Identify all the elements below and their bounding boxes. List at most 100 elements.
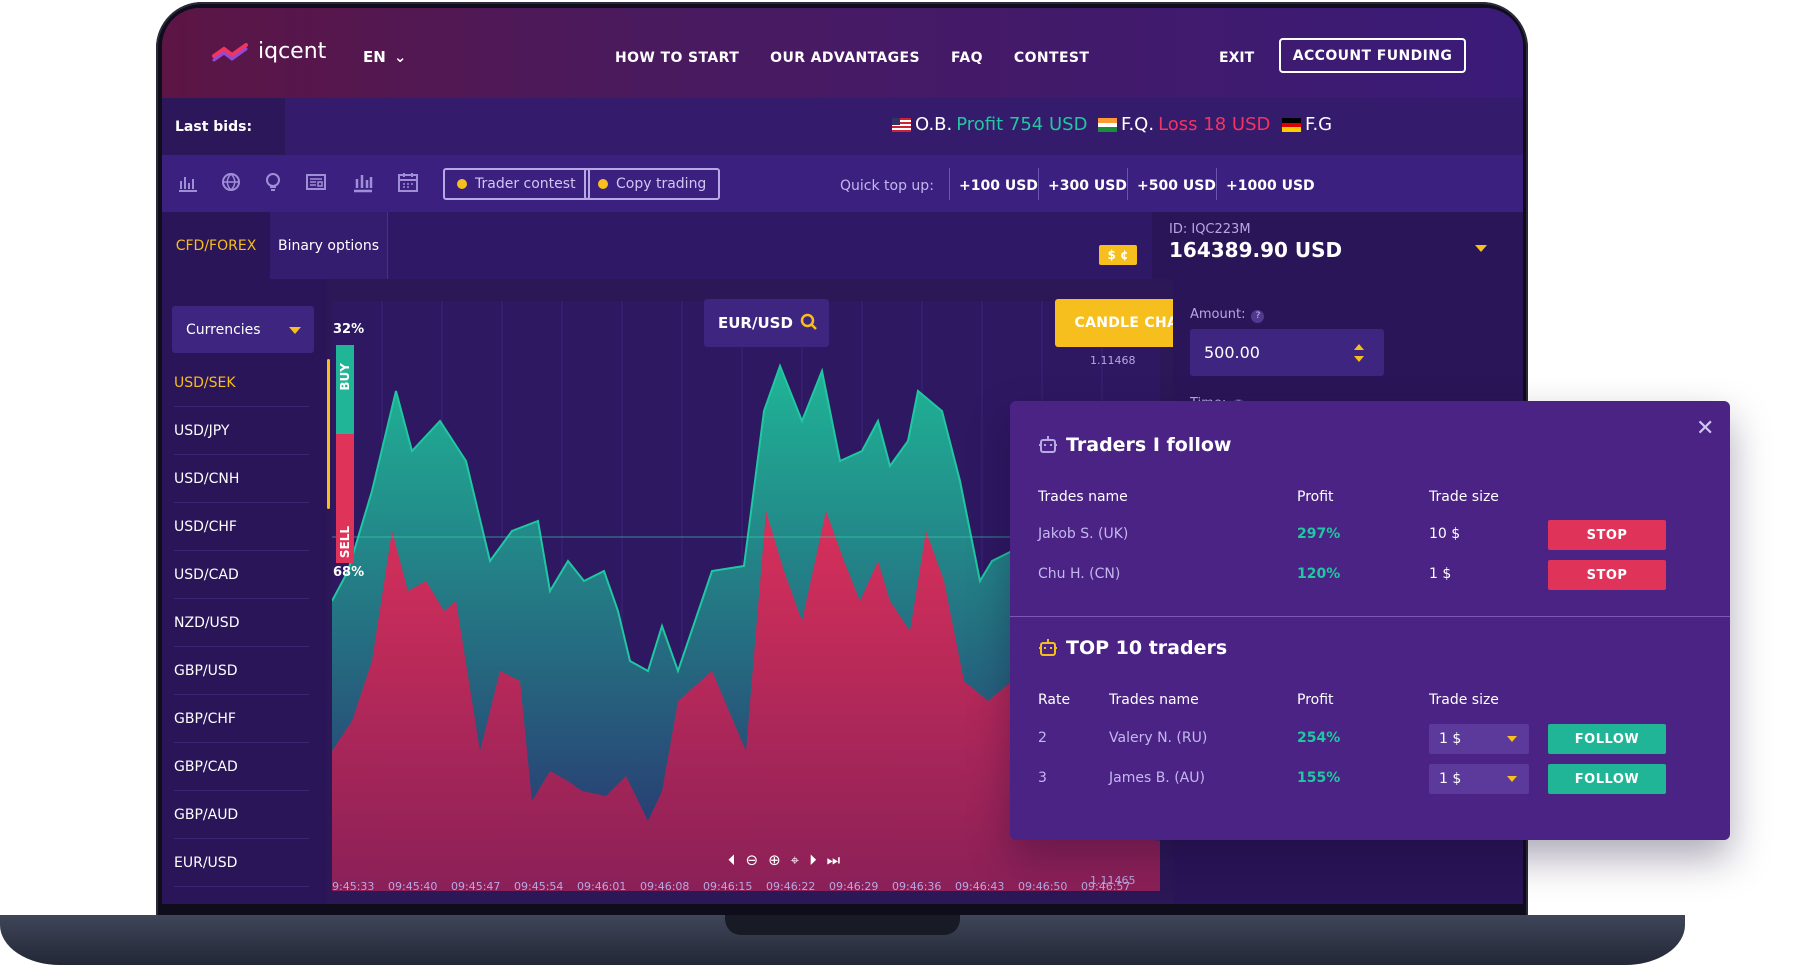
menu-how-to-start[interactable]: HOW TO START xyxy=(615,50,740,66)
stop-button[interactable]: STOP xyxy=(1548,560,1666,590)
account-box[interactable]: ID: IQC223M 164389.90 USD xyxy=(1152,212,1523,279)
bid-result: Loss 18 USD xyxy=(1158,114,1271,135)
pair-search[interactable]: EUR/USD xyxy=(704,299,829,347)
quick-top-up-100[interactable]: +100 USD xyxy=(959,178,1038,194)
trader-name: Chu H. (CN) xyxy=(1038,566,1121,582)
quick-top-up-300[interactable]: +300 USD xyxy=(1048,178,1127,194)
trader-rate: 3 xyxy=(1038,770,1047,786)
time-tick: 09:45:54 xyxy=(514,880,564,893)
pair-item[interactable]: USD/CNH xyxy=(174,455,309,503)
robot-icon xyxy=(1039,436,1057,453)
separator xyxy=(1038,168,1039,200)
search-icon[interactable] xyxy=(800,313,818,331)
zoom-in-icon[interactable]: ⊕ xyxy=(768,851,781,869)
exit-link[interactable]: EXIT xyxy=(1219,50,1255,66)
separator xyxy=(1216,168,1217,200)
time-tick: 09:46:36 xyxy=(892,880,942,893)
tab-binary-options[interactable]: Binary options xyxy=(270,212,388,279)
pair-item[interactable]: EUR/USD xyxy=(174,839,309,887)
pair-item[interactable]: USD/SEK xyxy=(174,359,309,407)
amount-stepper-icon[interactable] xyxy=(1352,341,1366,365)
main-menu: HOW TO START OUR ADVANTAGES FAQ CONTEST xyxy=(615,50,1089,66)
lightbulb-icon[interactable] xyxy=(262,171,284,193)
col-rate: Rate xyxy=(1038,692,1071,708)
trader-name: James B. (AU) xyxy=(1109,770,1205,786)
account-funding-button[interactable]: ACCOUNT FUNDING xyxy=(1279,38,1466,73)
bar-chart-icon[interactable] xyxy=(177,171,199,193)
trade-size-value: 1 $ xyxy=(1439,731,1462,747)
pair-item[interactable]: GBP/AUD xyxy=(174,791,309,839)
pair-item[interactable]: GBP/USD xyxy=(174,647,309,695)
copy-trading-button[interactable]: Copy trading xyxy=(584,168,721,200)
separator xyxy=(1127,168,1128,200)
tab-cfd-forex[interactable]: CFD/FOREX xyxy=(162,212,270,279)
copy-trading-popup: ✕ Traders I follow Trades name Profit Tr… xyxy=(1010,401,1730,840)
pair-item[interactable]: USD/CHF xyxy=(174,503,309,551)
time-tick: 9:45:33 xyxy=(332,880,375,893)
follow-button[interactable]: FOLLOW xyxy=(1548,724,1666,754)
caret-down-icon xyxy=(289,327,301,334)
col-profit: Profit xyxy=(1297,692,1334,708)
center-icon[interactable]: ⌖ xyxy=(790,851,800,869)
list-scrollbar[interactable] xyxy=(327,359,330,509)
news-icon[interactable] xyxy=(305,171,327,193)
caret-down-icon xyxy=(1475,245,1487,252)
menu-faq[interactable]: FAQ xyxy=(951,50,983,66)
time-tick: 09:46:15 xyxy=(703,880,753,893)
currencies-label: Currencies xyxy=(186,321,261,338)
sell-label: SELL xyxy=(338,526,352,559)
menu-our-advantages[interactable]: OUR ADVANTAGES xyxy=(770,50,921,66)
sell-area xyxy=(332,511,1160,891)
stop-button[interactable]: STOP xyxy=(1548,520,1666,550)
toolbar: Trader contest Copy trading Quick top up… xyxy=(162,155,1523,212)
trader-name: Valery N. (RU) xyxy=(1109,730,1208,746)
close-icon[interactable]: ✕ xyxy=(1696,416,1715,441)
bid-result: Profit 754 USD xyxy=(956,114,1088,135)
quick-top-up-500[interactable]: +500 USD xyxy=(1137,178,1216,194)
step-back-icon[interactable]: ⏴ xyxy=(728,851,736,869)
buy-bar[interactable]: BUY xyxy=(336,345,354,434)
sell-bar[interactable]: SELL xyxy=(336,434,354,563)
trade-size-select[interactable]: 1 $ xyxy=(1429,764,1529,794)
pair-item[interactable]: GBP/CHF xyxy=(174,695,309,743)
language-select[interactable]: EN ⌄ xyxy=(363,48,406,66)
trader-size: 1 $ xyxy=(1429,566,1452,582)
laptop-notch xyxy=(725,915,960,935)
pair-item[interactable]: GBP/CAD xyxy=(174,743,309,791)
calendar-icon[interactable] xyxy=(397,171,419,193)
amount-input[interactable]: 500.00 xyxy=(1190,329,1384,376)
trade-size-select[interactable]: 1 $ xyxy=(1429,724,1529,754)
sell-percent: 68% xyxy=(333,565,365,580)
amount-value: 500.00 xyxy=(1204,343,1260,362)
top-traders-title-text: TOP 10 traders xyxy=(1066,637,1228,659)
logo[interactable]: iqcent xyxy=(212,39,326,64)
section-divider xyxy=(1010,616,1730,617)
robot-icon xyxy=(1039,639,1057,656)
help-icon[interactable]: ? xyxy=(1251,310,1265,323)
last-bids-bar: Last bids: O.B. Profit 754 USD F.Q. Loss… xyxy=(162,98,1523,155)
pair-item[interactable]: USD/JPY xyxy=(174,407,309,455)
quick-top-up-1000[interactable]: +1000 USD xyxy=(1226,178,1315,194)
currencies-dropdown[interactable]: Currencies xyxy=(172,306,314,353)
bid-trader: F.Q. xyxy=(1121,114,1155,135)
trader-contest-button[interactable]: Trader contest xyxy=(443,168,590,200)
trader-size: 10 $ xyxy=(1429,526,1461,542)
top-nav: iqcent EN ⌄ HOW TO START OUR ADVANTAGES … xyxy=(162,8,1523,98)
time-tick: 09:46:01 xyxy=(577,880,627,893)
pair-item[interactable]: USD/CAD xyxy=(174,551,309,599)
globe-icon[interactable] xyxy=(220,171,242,193)
trader-profit: 155% xyxy=(1297,770,1341,786)
logo-mark-icon xyxy=(212,42,248,61)
time-tick: 09:46:08 xyxy=(640,880,690,893)
trader-contest-label: Trader contest xyxy=(475,176,576,192)
skip-end-icon[interactable]: ⏭ xyxy=(826,851,841,869)
currency-toggle[interactable]: $ ¢ xyxy=(1099,245,1137,265)
zoom-out-icon[interactable]: ⊖ xyxy=(745,851,759,869)
pair-item[interactable]: NZD/USD xyxy=(174,599,309,647)
chart-svg xyxy=(332,301,1160,891)
us-flag-icon xyxy=(892,117,911,132)
follow-button[interactable]: FOLLOW xyxy=(1548,764,1666,794)
step-forward-icon[interactable]: ⏵ xyxy=(809,851,817,869)
menu-contest[interactable]: CONTEST xyxy=(1013,50,1090,66)
candles-icon[interactable] xyxy=(352,171,374,193)
